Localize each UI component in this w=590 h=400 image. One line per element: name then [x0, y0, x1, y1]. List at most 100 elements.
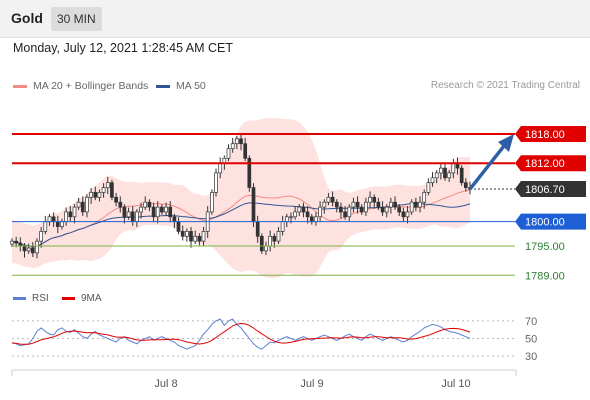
candle-body	[72, 206, 77, 218]
candle-body	[147, 201, 152, 208]
candle-body	[110, 182, 114, 198]
candle-body	[168, 206, 173, 218]
candle-body	[214, 172, 218, 193]
legend-item-rsi: RSI	[13, 293, 49, 304]
candle-body	[447, 172, 452, 179]
rsi-9ma-line	[11, 322, 471, 345]
rsi-level-label: 70	[525, 316, 537, 328]
candle-body	[280, 221, 285, 232]
candle-body	[39, 231, 43, 242]
candle-body	[55, 221, 60, 227]
candle-body	[409, 201, 414, 213]
current-price-level-tag	[515, 181, 586, 198]
forecast-arrowhead	[498, 133, 514, 152]
candle-body	[264, 245, 268, 252]
candle-body	[22, 245, 27, 252]
candle-body	[463, 182, 468, 188]
candle-body	[101, 187, 106, 193]
candle-body	[343, 211, 347, 218]
chart-datetime: Monday, July 12, 2021 1:28:45 AM CET	[13, 41, 234, 55]
candle-body	[176, 221, 181, 232]
candle-body	[160, 206, 164, 213]
candle-body	[422, 192, 427, 203]
candle-body	[255, 221, 260, 237]
candle-body	[347, 206, 352, 218]
candle-body	[334, 201, 339, 208]
candle-body	[459, 167, 464, 184]
candle-body	[251, 187, 256, 223]
candle-body	[234, 138, 239, 145]
candle-body	[239, 138, 243, 145]
resistance-level-tag	[515, 125, 586, 142]
candle-body	[35, 240, 39, 254]
candle-body	[155, 206, 160, 218]
candle-body	[97, 192, 102, 198]
candle-body	[339, 206, 343, 213]
candle-body	[68, 211, 73, 218]
candle-body	[197, 235, 202, 242]
candle-body	[51, 216, 56, 223]
resistance-level-tag	[515, 155, 586, 172]
candles-group	[10, 134, 472, 259]
candle-body	[393, 201, 397, 208]
legend-item-ma20-bollinger: MA 20 + Bollinger Bands	[13, 80, 148, 92]
candle-body	[276, 231, 281, 242]
pivot-level-label: 1800.00	[525, 217, 565, 229]
candle-body	[14, 240, 19, 244]
candle-body	[230, 143, 235, 149]
chart-credit: Research © 2021 Trading Central	[430, 80, 580, 91]
support-level-label: 1795.00	[525, 241, 565, 253]
resistance-level-label: 1812.00	[525, 158, 565, 170]
candle-body	[143, 201, 148, 208]
candle-body	[218, 162, 223, 174]
x-tick-label: Jul 9	[300, 378, 323, 390]
candle-body	[135, 211, 139, 222]
legend-label: RSI	[32, 293, 49, 304]
forecast-arrow	[468, 144, 506, 191]
legend-label: 9MA	[81, 293, 102, 304]
rsi-level-label: 30	[525, 351, 537, 363]
candle-body	[80, 201, 85, 213]
candle-body	[268, 235, 272, 247]
support-level-label: 1789.00	[525, 270, 565, 282]
candle-body	[351, 201, 356, 208]
candle-body	[414, 201, 418, 208]
candle-body	[443, 167, 447, 179]
candle-body	[372, 196, 377, 203]
candle-body	[126, 211, 131, 218]
candle-body	[376, 201, 381, 208]
candle-body	[180, 231, 185, 237]
candle-body	[93, 192, 98, 198]
candle-body	[185, 231, 189, 237]
candle-body	[105, 182, 110, 188]
candle-body	[368, 196, 372, 203]
candle-body	[418, 201, 422, 208]
candle-body	[30, 247, 35, 254]
candle-body	[47, 216, 52, 223]
candle-body	[210, 192, 214, 213]
pivot-level-tag	[515, 213, 586, 230]
candle-body	[272, 235, 277, 242]
candle-body	[139, 206, 143, 213]
candle-body	[330, 196, 335, 203]
candle-body	[305, 211, 310, 218]
candle-body	[64, 211, 68, 222]
candle-body	[151, 206, 156, 218]
candle-body	[380, 206, 385, 213]
candle-body	[226, 148, 231, 159]
candle-body	[451, 162, 456, 174]
candle-body	[389, 201, 393, 208]
candle-body	[284, 216, 289, 223]
candle-body	[85, 196, 89, 213]
candle-body	[301, 206, 306, 213]
x-tick-label: Jul 10	[441, 378, 470, 390]
candle-body	[314, 216, 318, 223]
candle-body	[439, 167, 443, 174]
rsi-level-label: 50	[525, 334, 537, 346]
candle-body	[430, 177, 435, 184]
bollinger-band	[12, 118, 470, 279]
candle-body	[76, 201, 81, 208]
candle-body	[326, 196, 331, 203]
timeframe-button[interactable]: 30 MIN	[51, 7, 102, 31]
